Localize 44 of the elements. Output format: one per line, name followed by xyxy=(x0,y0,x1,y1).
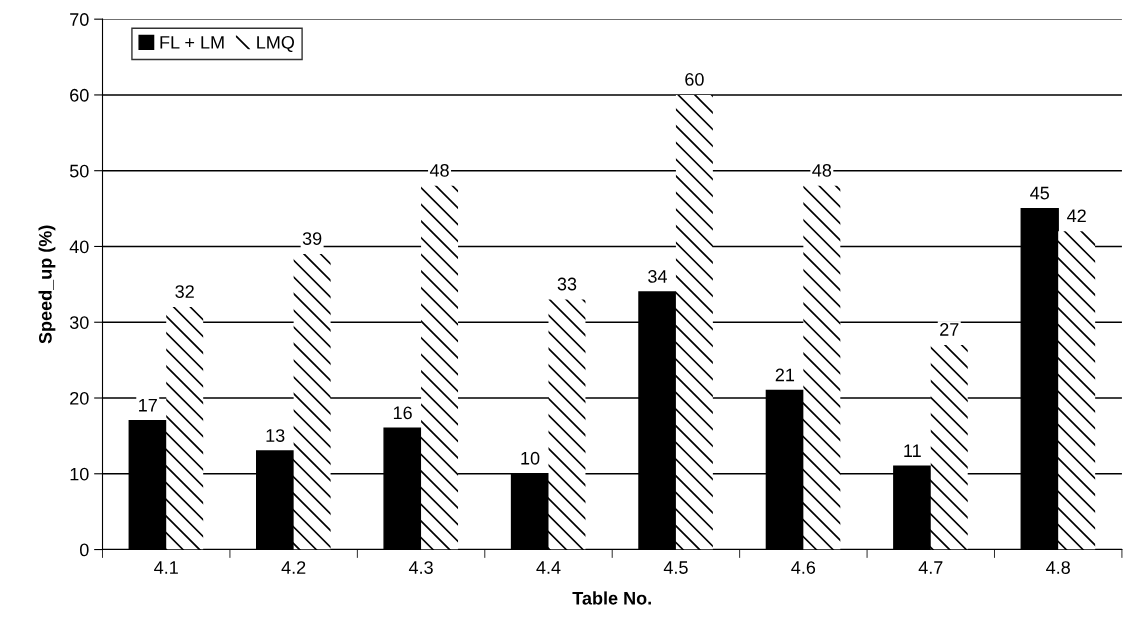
bar xyxy=(548,299,586,550)
x-tick-label: 4.7 xyxy=(918,561,943,574)
data-label: 45 xyxy=(1030,186,1050,200)
y-tick-label: 0 xyxy=(79,543,89,557)
bar xyxy=(293,254,331,550)
x-axis-title: Table No. xyxy=(572,591,651,605)
data-label: 39 xyxy=(302,232,322,245)
data-label: 17 xyxy=(139,399,157,412)
x-tick-label: 4.1 xyxy=(154,561,178,574)
bar xyxy=(675,94,713,550)
y-tick-label: 50 xyxy=(69,164,89,178)
data-label: 32 xyxy=(175,285,194,298)
x-tick-label: 4.5 xyxy=(663,561,688,574)
y-tick-label: 30 xyxy=(69,316,89,329)
bar xyxy=(930,344,968,550)
bar xyxy=(1058,231,1096,550)
bar xyxy=(421,185,459,550)
y-tick-label: 40 xyxy=(69,240,89,254)
y-tick-label: 70 xyxy=(70,13,89,26)
data-label: 33 xyxy=(557,277,577,291)
bar xyxy=(166,307,204,550)
legend-label: LMQ xyxy=(257,35,295,53)
data-label: 48 xyxy=(429,163,449,177)
data-label: 27 xyxy=(940,323,959,336)
y-tick-label: 20 xyxy=(70,391,89,405)
x-tick-label: 4.3 xyxy=(408,561,433,574)
data-label: 11 xyxy=(904,444,921,457)
x-tick-label: 4.2 xyxy=(281,561,306,574)
legend-label: FL + LM xyxy=(160,36,224,49)
x-tick-label: 4.6 xyxy=(791,561,816,574)
y-tick-label: 10 xyxy=(70,467,89,481)
data-label: 10 xyxy=(521,451,540,465)
data-label: 34 xyxy=(648,270,667,283)
data-label: 13 xyxy=(266,429,285,442)
data-label: 16 xyxy=(393,406,412,420)
data-label: 42 xyxy=(1067,209,1086,223)
data-label: 60 xyxy=(685,73,704,86)
data-label: 21 xyxy=(775,368,795,382)
x-tick-label: 4.8 xyxy=(1046,561,1070,574)
x-tick-label: 4.4 xyxy=(536,561,561,574)
data-label: 48 xyxy=(812,163,832,177)
bar xyxy=(803,185,841,550)
y-axis-title: Speed_up (%) xyxy=(38,225,56,344)
y-tick-label: 60 xyxy=(70,88,89,102)
